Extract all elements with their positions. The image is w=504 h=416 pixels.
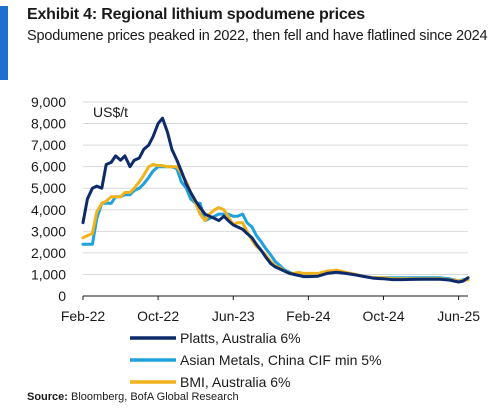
series-lines	[81, 116, 470, 284]
y-tick-label: 1,000	[31, 266, 66, 282]
y-axis: 0 1,000 2,000 3,000 4,000 5,000 6,000 7,000 8,00…	[31, 94, 66, 304]
y-tick-label: 0	[58, 288, 66, 304]
y-tick-label: 3,000	[31, 223, 66, 239]
y-tick-label: 2,000	[31, 245, 66, 261]
source-text: Bloomberg, BofA Global Research	[71, 391, 239, 403]
y-tick-label: 6,000	[31, 159, 66, 175]
series-line-asian-metals	[81, 165, 470, 283]
y-tick-label: 5,000	[31, 180, 66, 196]
legend-label: BMI, Australia 6%	[180, 374, 291, 390]
x-tick-label: Jun-25	[437, 308, 480, 324]
accent-bar	[0, 6, 8, 80]
x-axis: Feb-22 Oct-22 Jun-23 Feb-24 Oct-24 Jun-25	[61, 296, 480, 324]
exhibit-title: Exhibit 4: Regional lithium spodumene pr…	[27, 6, 365, 23]
y-tick-label: 7,000	[31, 137, 66, 153]
x-tick-label: Oct-22	[137, 308, 179, 324]
x-tick-label: Jun-23	[212, 308, 255, 324]
legend-label: Platts, Australia 6%	[180, 330, 301, 346]
legend-label: Asian Metals, China CIF min 5%	[180, 352, 382, 368]
legend: Platts, Australia 6% Asian Metals, China …	[130, 330, 382, 390]
exhibit-subtitle: Spodumene prices peaked in 2022, then fe…	[27, 28, 488, 44]
series-line-platts	[81, 116, 470, 284]
x-tick-label: Feb-24	[286, 308, 331, 324]
unit-label: US$/t	[93, 104, 128, 120]
x-tick-label: Oct-24	[362, 308, 404, 324]
y-tick-label: 9,000	[31, 94, 66, 110]
y-tick-label: 4,000	[31, 202, 66, 218]
source-label: Source:	[27, 391, 68, 403]
x-tick-label: Feb-22	[61, 308, 106, 324]
y-tick-label: 8,000	[31, 116, 66, 132]
source-note: Source: Bloomberg, BofA Global Research	[27, 391, 239, 403]
